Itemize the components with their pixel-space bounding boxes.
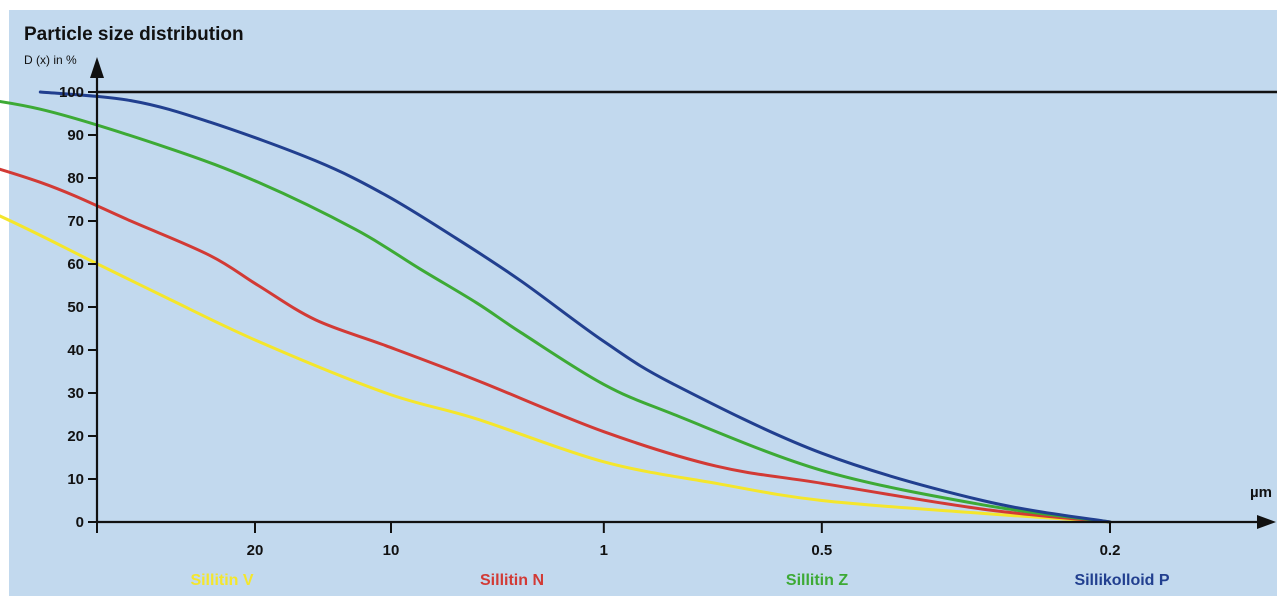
chart-title: Particle size distribution xyxy=(24,24,244,45)
y-tick-label-100: 100 xyxy=(59,84,84,101)
y-axis-arrow xyxy=(90,57,104,78)
series-line-sillitin-n xyxy=(0,167,1112,524)
axes xyxy=(90,57,1276,529)
x-tick-label-0.2: 0.2 xyxy=(1100,542,1121,559)
x-axis-arrow xyxy=(1257,515,1276,529)
x-tick-label-20: 20 xyxy=(247,542,264,559)
y-tick-label-80: 80 xyxy=(67,170,84,187)
y-tick-label-60: 60 xyxy=(67,256,84,273)
y-tick-label-90: 90 xyxy=(67,127,84,144)
series-line-sillitin-v xyxy=(0,214,1112,524)
chart-background xyxy=(9,10,1277,596)
y-ticks: 0 10 20 30 40 50 60 70 80 90 100 xyxy=(59,84,97,531)
y-tick-label-40: 40 xyxy=(67,342,84,359)
legend-label-sillitin-v: Sillitin V xyxy=(190,572,253,589)
legend: Sillitin V Sillitin N Sillitin Z Sillikollo… xyxy=(190,572,1169,589)
series-line-sillikolloid-p xyxy=(38,90,1112,524)
y-tick-label-10: 10 xyxy=(67,471,84,488)
y-tick-label-30: 30 xyxy=(67,385,84,402)
legend-label-sillitin-z: Sillitin Z xyxy=(786,572,848,589)
legend-label-sillitin-n: Sillitin N xyxy=(480,572,544,589)
x-axis-unit: µm xyxy=(1250,484,1272,501)
y-tick-label-70: 70 xyxy=(67,213,84,230)
x-tick-label-0.5: 0.5 xyxy=(811,542,832,559)
y-tick-label-0: 0 xyxy=(76,514,84,531)
y-axis-label: D (x) in % xyxy=(24,53,77,67)
y-tick-label-20: 20 xyxy=(67,428,84,445)
y-tick-label-50: 50 xyxy=(67,299,84,316)
series-lines xyxy=(0,90,1112,524)
x-tick-label-1: 1 xyxy=(600,542,608,559)
x-tick-label-10: 10 xyxy=(383,542,400,559)
legend-label-sillikolloid-p: Sillikolloid P xyxy=(1074,572,1169,589)
series-line-sillitin-z xyxy=(0,100,1112,524)
